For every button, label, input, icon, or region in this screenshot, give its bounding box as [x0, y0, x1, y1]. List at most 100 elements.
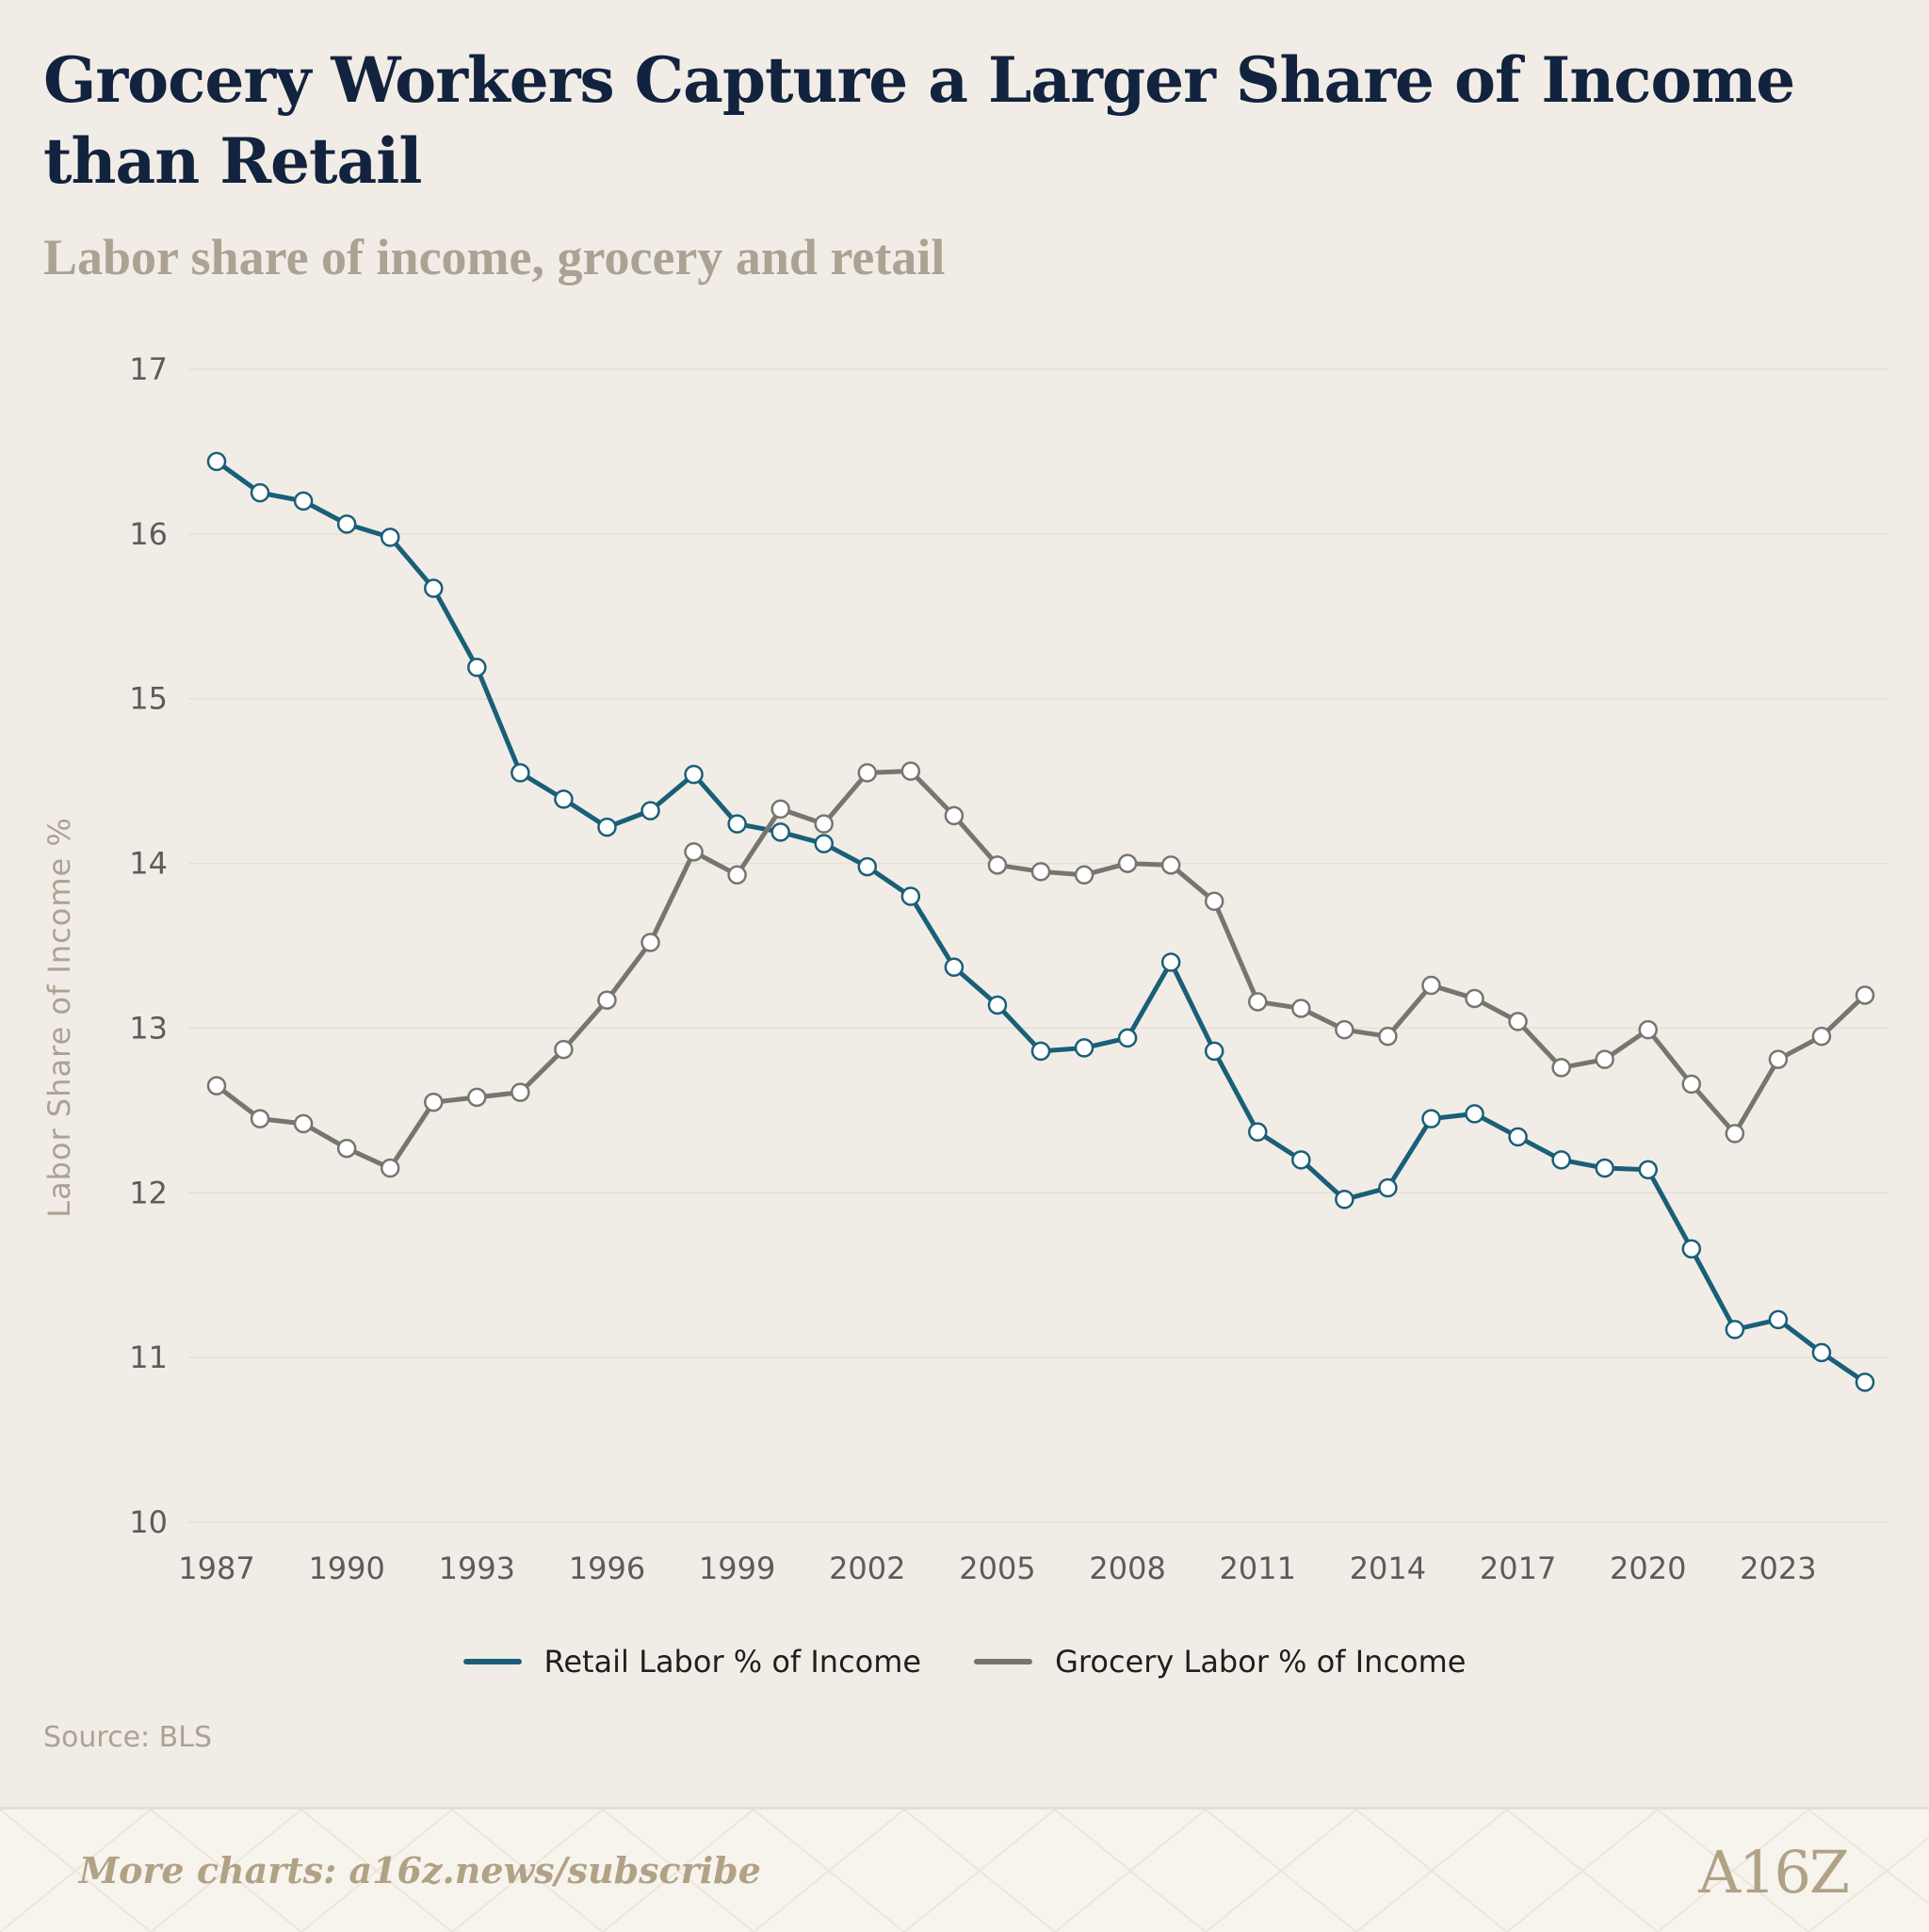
data-point[interactable]: [597, 817, 617, 837]
data-point[interactable]: [1204, 891, 1224, 912]
data-point[interactable]: [1725, 1320, 1745, 1339]
data-point[interactable]: [1768, 1309, 1789, 1330]
data-point[interactable]: [1291, 1150, 1311, 1170]
legend: Retail Labor % of Income Grocery Labor %…: [0, 1644, 1929, 1680]
data-point[interactable]: [684, 764, 704, 785]
data-point[interactable]: [424, 578, 444, 598]
x-tick-label: 2008: [1089, 1550, 1165, 1586]
data-point[interactable]: [640, 801, 660, 820]
data-point[interactable]: [1465, 988, 1484, 1009]
data-point[interactable]: [900, 761, 921, 781]
data-point[interactable]: [1160, 952, 1181, 972]
data-point[interactable]: [293, 1113, 314, 1134]
data-point[interactable]: [1378, 1177, 1398, 1198]
data-point[interactable]: [814, 834, 834, 853]
data-point[interactable]: [1855, 985, 1875, 1005]
data-point[interactable]: [770, 822, 790, 842]
data-point[interactable]: [293, 491, 314, 511]
data-point[interactable]: [857, 856, 878, 877]
data-point[interactable]: [1725, 1124, 1745, 1144]
series-line: [215, 769, 1867, 1171]
data-point[interactable]: [206, 1076, 227, 1096]
data-point[interactable]: [1248, 1122, 1268, 1142]
y-tick-label: 16: [129, 516, 168, 552]
data-point[interactable]: [1811, 1342, 1832, 1363]
data-point[interactable]: [987, 855, 1008, 875]
x-tick-label: 2002: [829, 1550, 905, 1586]
data-point[interactable]: [944, 957, 964, 977]
data-point[interactable]: [727, 814, 747, 834]
data-point[interactable]: [1335, 1190, 1354, 1210]
data-point[interactable]: [1855, 1372, 1875, 1392]
data-point[interactable]: [1074, 865, 1094, 885]
data-point[interactable]: [1030, 862, 1051, 882]
data-point[interactable]: [380, 528, 400, 547]
line-chart: 10 11 12 13 14 15 16 17 1987 1990 1993 1996 1999 200…: [41, 351, 1888, 1586]
data-point[interactable]: [511, 763, 530, 783]
data-point[interactable]: [814, 814, 834, 834]
y-axis-label: Labor Share of Income %: [41, 817, 77, 1218]
data-point[interactable]: [987, 995, 1008, 1015]
x-tick-label: 2005: [959, 1550, 1035, 1586]
data-point[interactable]: [380, 1158, 400, 1178]
legend-label-grocery: Grocery Labor % of Income: [1055, 1644, 1467, 1680]
data-point[interactable]: [1378, 1026, 1398, 1047]
data-point[interactable]: [1595, 1158, 1614, 1178]
more-charts-link[interactable]: More charts: a16z.news/subscribe: [79, 1849, 761, 1891]
data-point[interactable]: [1551, 1150, 1571, 1170]
data-point[interactable]: [1811, 1026, 1832, 1047]
data-point[interactable]: [250, 482, 270, 503]
data-point[interactable]: [1508, 1012, 1528, 1031]
x-tick-label: 1993: [439, 1550, 515, 1586]
data-point[interactable]: [250, 1109, 270, 1128]
data-point[interactable]: [1117, 1028, 1138, 1048]
legend-swatch-retail: [462, 1659, 522, 1664]
data-point[interactable]: [944, 805, 964, 826]
data-point[interactable]: [1638, 1019, 1658, 1040]
data-point[interactable]: [770, 799, 790, 820]
data-point[interactable]: [857, 763, 878, 783]
data-point[interactable]: [1768, 1049, 1789, 1069]
y-axis-ticks: 10 11 12 13 14 15 16 17: [129, 351, 168, 1540]
x-tick-label: 1987: [178, 1550, 254, 1586]
data-point[interactable]: [1681, 1074, 1702, 1095]
data-point[interactable]: [1551, 1058, 1571, 1078]
y-tick-label: 15: [129, 681, 168, 717]
chart-title: Grocery Workers Capture a Larger Share o…: [43, 43, 1795, 198]
data-point[interactable]: [554, 789, 574, 809]
data-point[interactable]: [1681, 1239, 1702, 1258]
data-point[interactable]: [1335, 1019, 1354, 1040]
data-point[interactable]: [1160, 855, 1181, 875]
data-point[interactable]: [1030, 1041, 1051, 1062]
data-point[interactable]: [467, 658, 487, 677]
data-point[interactable]: [511, 1082, 530, 1102]
data-point[interactable]: [206, 451, 227, 472]
data-point[interactable]: [424, 1092, 444, 1112]
data-point[interactable]: [1074, 1038, 1094, 1058]
data-point[interactable]: [1421, 975, 1441, 996]
data-point[interactable]: [336, 1138, 357, 1159]
data-point[interactable]: [1421, 1109, 1441, 1128]
legend-item-grocery[interactable]: Grocery Labor % of Income: [974, 1644, 1466, 1680]
y-tick-label: 11: [129, 1339, 168, 1375]
data-point[interactable]: [1638, 1160, 1658, 1180]
data-point[interactable]: [336, 514, 357, 534]
data-point[interactable]: [684, 842, 704, 862]
data-point[interactable]: [1248, 992, 1268, 1012]
a16z-logo: A16Z: [1698, 1838, 1850, 1907]
data-point[interactable]: [467, 1087, 487, 1108]
data-point[interactable]: [727, 865, 747, 885]
data-point[interactable]: [1117, 853, 1138, 873]
data-point[interactable]: [1465, 1104, 1484, 1124]
data-point[interactable]: [1508, 1127, 1528, 1147]
source-note: Source: BLS: [43, 1721, 213, 1754]
legend-item-retail[interactable]: Retail Labor % of Income: [462, 1644, 921, 1680]
data-point[interactable]: [1291, 998, 1311, 1018]
data-point[interactable]: [597, 990, 617, 1010]
data-point[interactable]: [1595, 1049, 1614, 1069]
data-point[interactable]: [554, 1039, 574, 1060]
data-point[interactable]: [1204, 1041, 1224, 1062]
y-tick-label: 10: [129, 1504, 168, 1540]
data-point[interactable]: [640, 933, 660, 952]
data-point[interactable]: [900, 886, 921, 906]
